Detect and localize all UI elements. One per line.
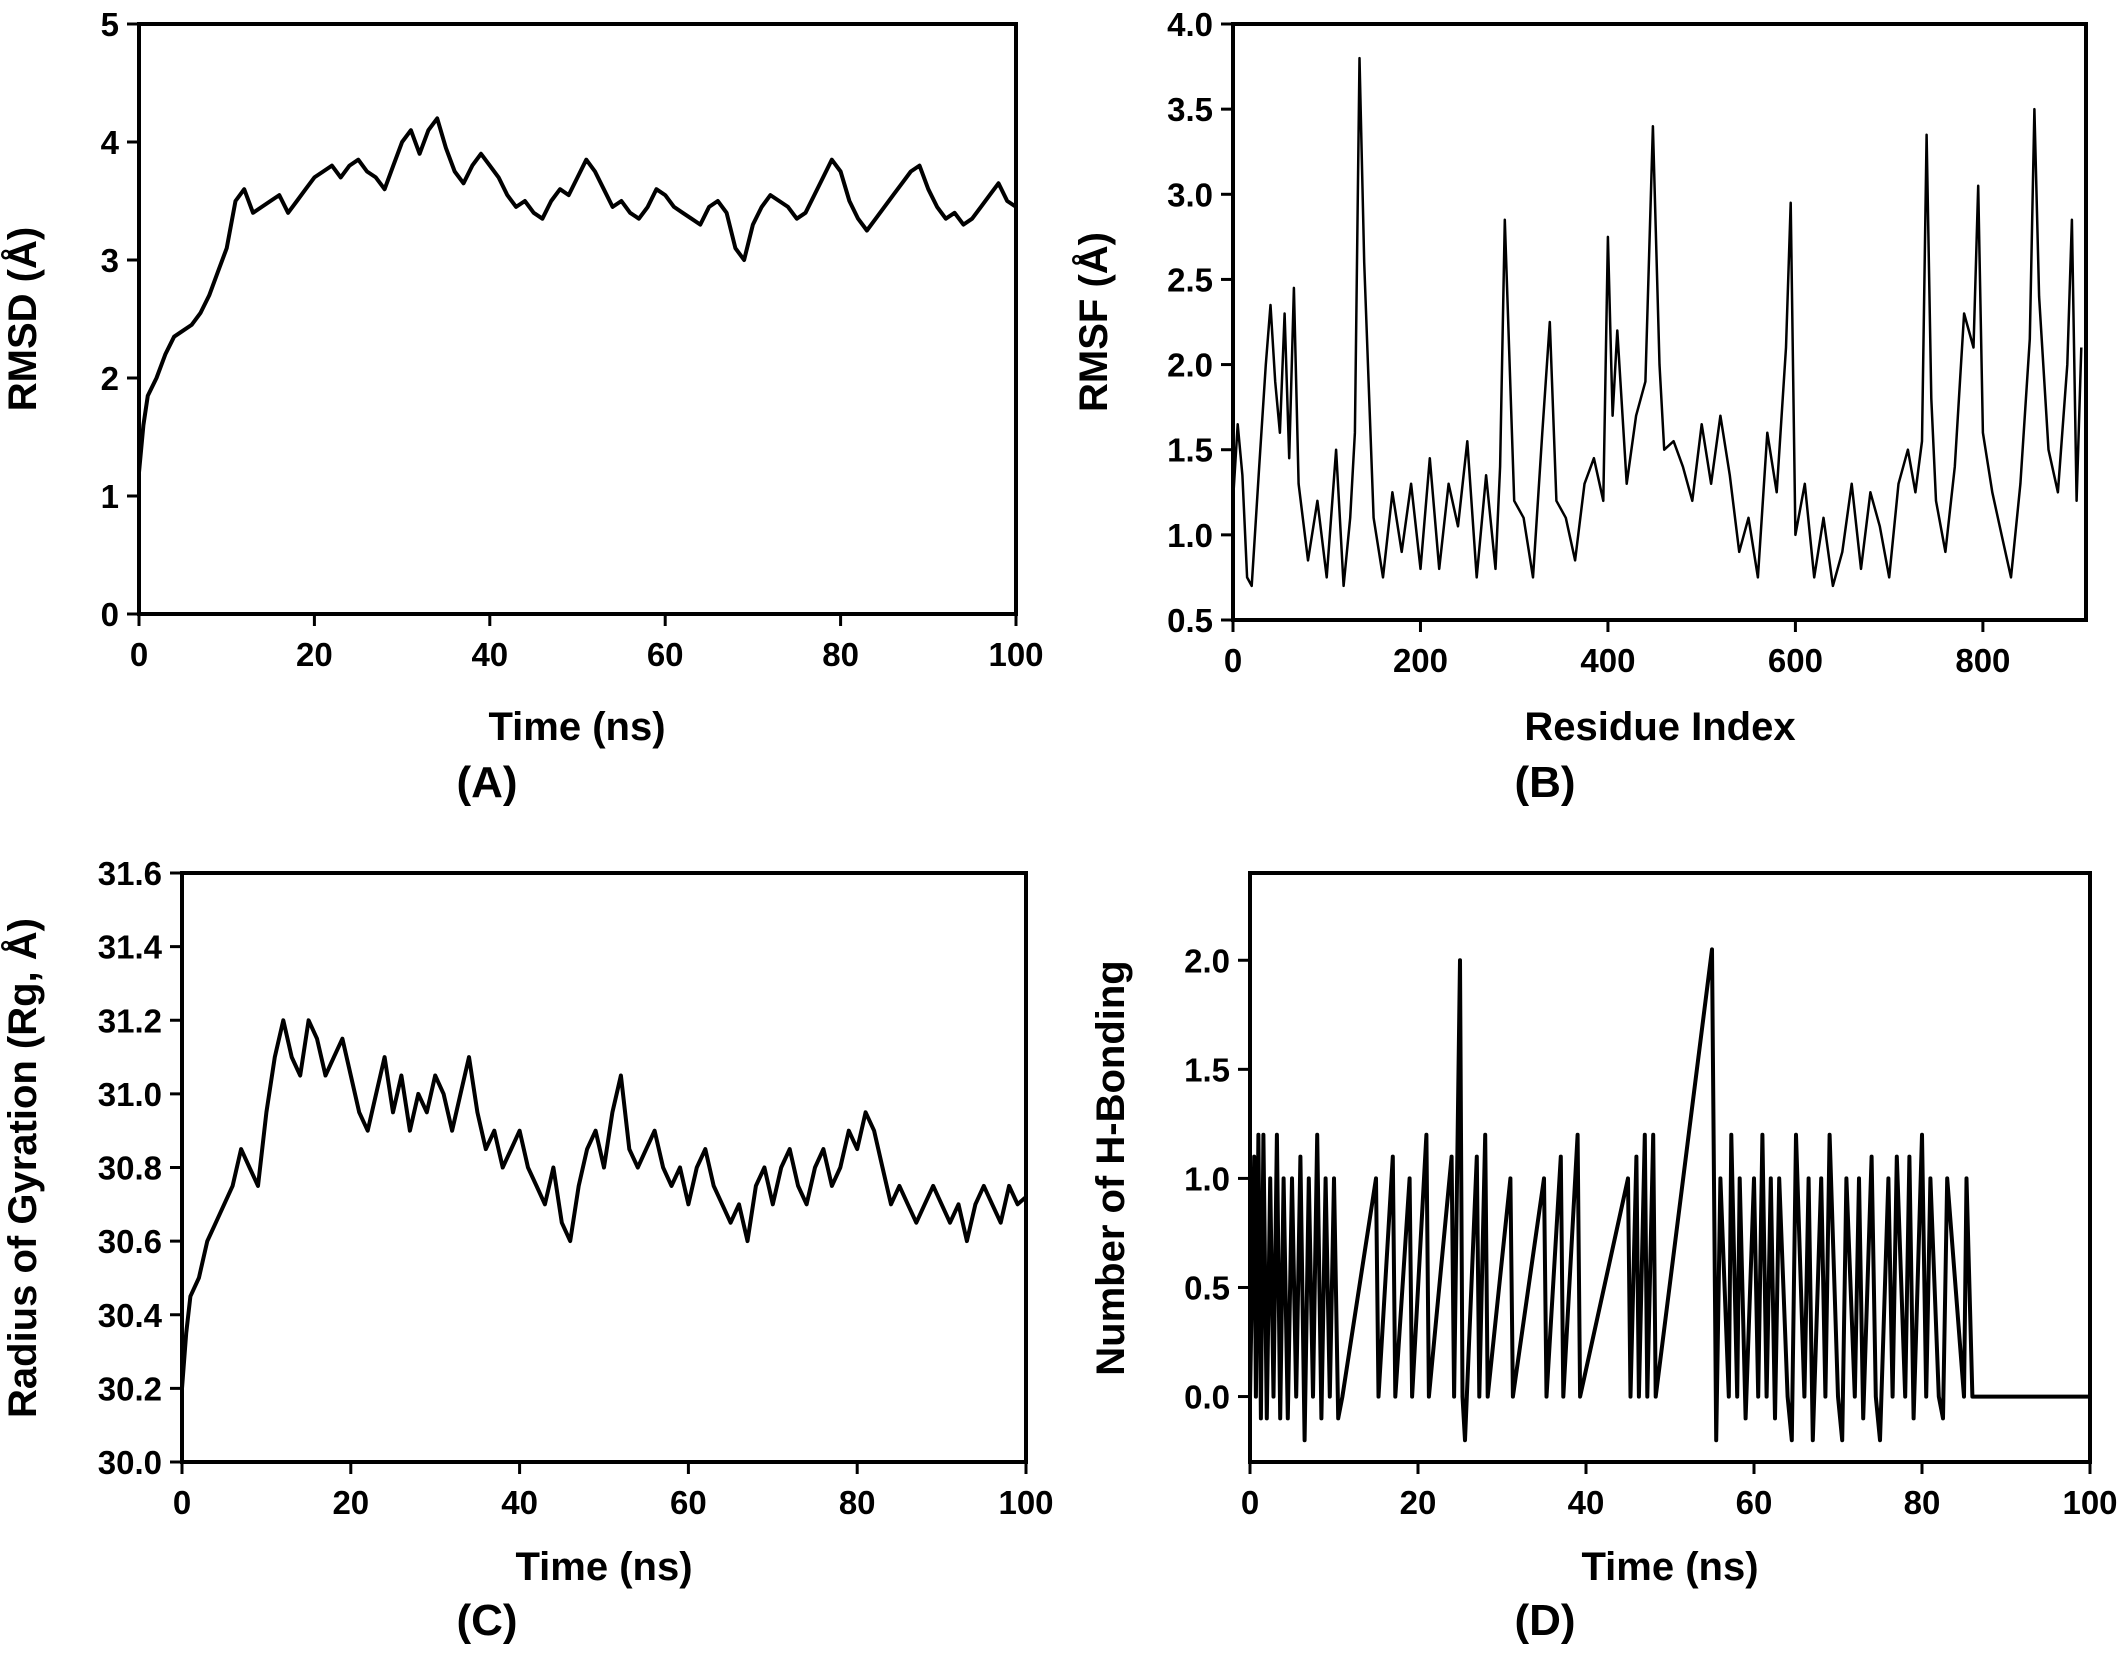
x-tick-label: 100 xyxy=(998,1484,1053,1521)
x-tick-label: 60 xyxy=(670,1484,707,1521)
x-tick-label: 800 xyxy=(1955,642,2010,679)
y-tick-label: 31.6 xyxy=(98,855,162,892)
x-axis-label: Time (ns) xyxy=(488,705,665,749)
x-tick-label: 40 xyxy=(471,636,508,673)
series-line xyxy=(180,1018,1028,1389)
y-tick-label: 3.5 xyxy=(1167,91,1213,128)
y-axis-label: RMSF (Å) xyxy=(1071,232,1116,412)
x-tick-label: 40 xyxy=(501,1484,538,1521)
y-tick-label: 31.2 xyxy=(98,1002,162,1039)
y-tick-label: 30.8 xyxy=(98,1150,162,1187)
panel-c: 0 20 40 60 80 100 30.0 30.2 30.4 30.6 30.8 31.0 31.2… xyxy=(0,855,1054,1645)
y-tick-label: 1 xyxy=(101,478,119,515)
y-tick-label: 2.0 xyxy=(1167,347,1213,384)
series-line xyxy=(1231,56,2083,588)
y-tick-label: 1.5 xyxy=(1167,432,1213,469)
y-tick-label: 1.5 xyxy=(1184,1051,1230,1088)
y-tick-label: 30.4 xyxy=(98,1297,163,1334)
x-tick-label: 100 xyxy=(988,636,1043,673)
y-tick-label: 30.0 xyxy=(98,1444,162,1481)
y-tick-label: 0.5 xyxy=(1167,602,1213,639)
y-tick-label: 30.6 xyxy=(98,1223,162,1260)
panel-label: (D) xyxy=(1514,1596,1575,1645)
plot-frame xyxy=(1248,871,2092,1464)
x-tick-label: 0 xyxy=(130,636,148,673)
y-tick-label: 1.0 xyxy=(1184,1160,1230,1197)
y-tick-label: 2 xyxy=(101,360,119,397)
y-tick-label: 30.2 xyxy=(98,1370,162,1407)
x-tick-label: 600 xyxy=(1768,642,1823,679)
y-tick-label: 4.0 xyxy=(1167,6,1213,43)
y-tick-label: 1.0 xyxy=(1167,517,1213,554)
y-tick-label: 4 xyxy=(101,124,120,161)
x-axis-label: Time (ns) xyxy=(1581,1545,1758,1589)
panel-label: (B) xyxy=(1514,758,1575,807)
x-tick-label: 200 xyxy=(1393,642,1448,679)
plot-frame xyxy=(1231,22,2088,622)
x-tick-label: 0 xyxy=(1224,642,1242,679)
y-tick-label: 2.0 xyxy=(1184,942,1230,979)
y-axis-label: Number of H-Bonding xyxy=(1089,960,1133,1376)
x-tick-label: 0 xyxy=(1241,1484,1259,1521)
panel-label: (C) xyxy=(456,1596,517,1645)
x-tick-label: 0 xyxy=(173,1484,191,1521)
x-tick-label: 40 xyxy=(1568,1484,1605,1521)
x-tick-label: 60 xyxy=(1736,1484,1773,1521)
y-tick-label: 31.4 xyxy=(98,929,163,966)
plot-frame xyxy=(137,22,1018,616)
y-axis-label: RMSD (Å) xyxy=(0,227,45,411)
y-axis-label: Radius of Gyration (Rg, Å) xyxy=(0,918,45,1418)
x-axis-label: Time (ns) xyxy=(515,1545,692,1589)
x-tick-label: 60 xyxy=(647,636,684,673)
x-tick-label: 20 xyxy=(296,636,333,673)
x-tick-label: 400 xyxy=(1580,642,1635,679)
series-line xyxy=(1248,947,2090,1443)
x-tick-label: 20 xyxy=(1400,1484,1437,1521)
y-tick-label: 5 xyxy=(101,6,119,43)
panel-b: 0 200 400 600 800 0.5 1.0 1.5 2.0 2.5 3.0 3.5 4.0 Res… xyxy=(1071,6,2088,807)
x-axis-label: Residue Index xyxy=(1524,705,1795,749)
panel-d: 0 20 40 60 80 100 0.0 0.5 1.0 1.5 2.0 Time (ns) Numb… xyxy=(1089,871,2118,1645)
x-tick-label: 100 xyxy=(2062,1484,2117,1521)
y-tick-label: 3 xyxy=(101,242,119,279)
y-tick-label: 0.0 xyxy=(1184,1379,1230,1416)
x-tick-label: 80 xyxy=(1904,1484,1941,1521)
x-tick-label: 80 xyxy=(822,636,859,673)
panel-label: (A) xyxy=(456,758,517,807)
y-tick-label: 3.0 xyxy=(1167,176,1213,213)
y-tick-label: 2.5 xyxy=(1167,261,1213,298)
x-tick-label: 20 xyxy=(332,1484,369,1521)
y-tick-label: 31.0 xyxy=(98,1076,162,1113)
series-line xyxy=(137,116,1018,473)
panel-a: 0 20 40 60 80 100 0 1 2 3 4 5 Time (ns) RMSD (Å) (A) xyxy=(0,6,1044,807)
y-tick-label: 0.5 xyxy=(1184,1269,1230,1306)
x-tick-label: 80 xyxy=(839,1484,876,1521)
y-tick-label: 0 xyxy=(101,596,119,633)
